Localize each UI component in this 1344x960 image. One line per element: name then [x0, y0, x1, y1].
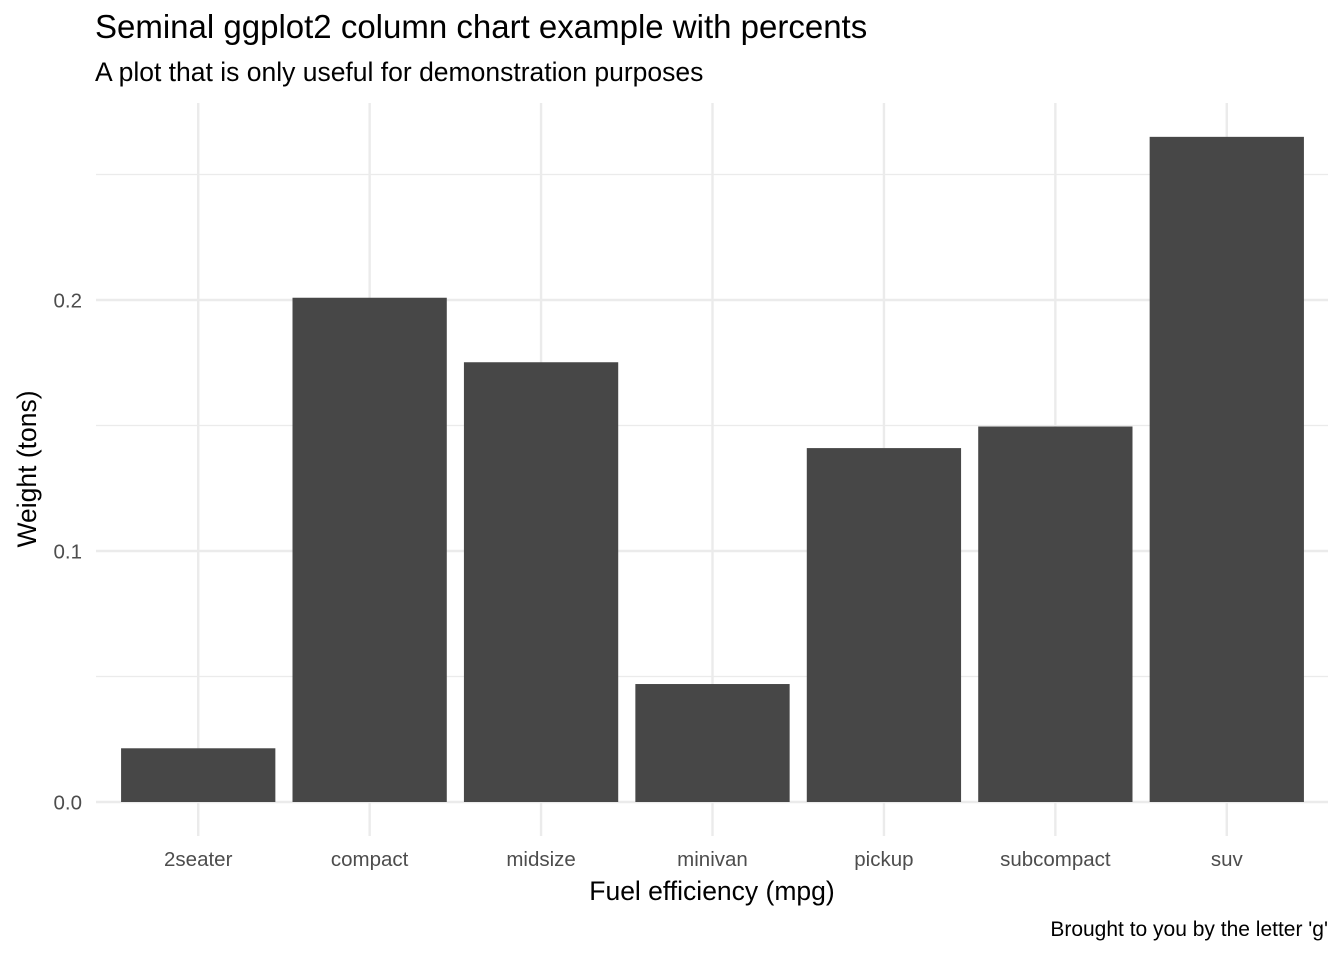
y-tick-label-1: 0.1	[54, 541, 83, 564]
bar-midsize	[463, 362, 619, 802]
x-tick-label-subcompact: subcompact	[1000, 848, 1111, 871]
x-tick-labels: 2seater compact midsize minivan pickup subcom…	[164, 848, 1243, 871]
bar-suv	[1149, 136, 1304, 803]
bar-subcompact	[978, 426, 1133, 802]
x-axis-title: Fuel efficiency (mpg)	[589, 876, 834, 906]
y-tick-labels: 0.0 0.1 0.2	[54, 290, 83, 815]
x-tick-label-pickup: pickup	[854, 848, 913, 871]
x-tick-label-compact: compact	[331, 848, 409, 871]
y-tick-label-0: 0.0	[54, 792, 83, 815]
y-tick-label-2: 0.2	[54, 290, 83, 313]
x-tick-label-minivan: minivan	[677, 848, 748, 871]
y-axis-title: Weight (tons)	[12, 390, 42, 547]
bar-compact	[292, 297, 447, 802]
chart-caption: Brought to you by the letter 'g'	[1050, 918, 1328, 941]
bars	[121, 136, 1304, 803]
bar-pickup	[806, 448, 962, 802]
bar-2seater	[121, 748, 276, 802]
x-tick-label-suv: suv	[1211, 848, 1244, 871]
chart-title: Seminal ggplot2 column chart example wit…	[95, 8, 868, 45]
bar-minivan	[635, 684, 790, 802]
x-tick-label-midsize: midsize	[506, 848, 576, 871]
chart-subtitle: A plot that is only useful for demonstra…	[95, 57, 704, 87]
x-tick-label-2seater: 2seater	[164, 848, 233, 871]
